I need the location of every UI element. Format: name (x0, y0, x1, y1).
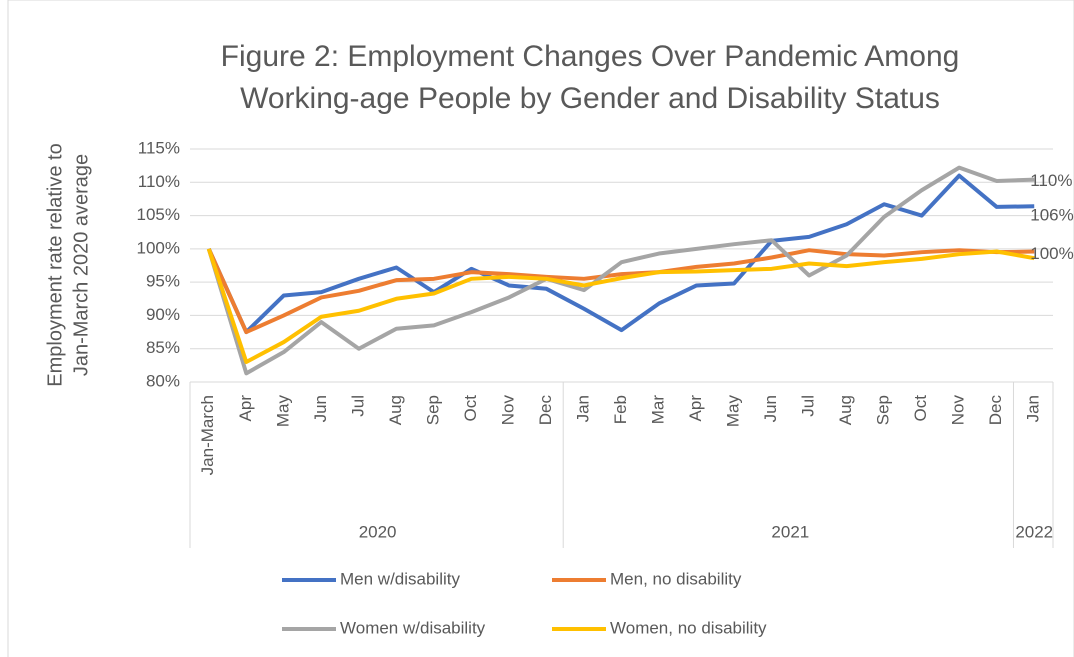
y-tick-label: 100% (137, 238, 180, 257)
x-tick-label: Aug (836, 395, 855, 425)
x-tick-label: Jul (348, 395, 367, 417)
x-tick-label: Jun (761, 395, 780, 422)
chart-frame (7, 0, 1074, 657)
x-tick-label: Sep (874, 395, 893, 425)
legend-label: Men, no disability (610, 569, 742, 588)
x-tick-label: Mar (649, 395, 668, 425)
series-line (206, 248, 1035, 365)
chart-title: Figure 2: Employment Changes Over Pandem… (221, 40, 960, 73)
x-tick-label: Sep (423, 395, 442, 425)
data-label: 110% (1030, 171, 1072, 190)
x-tick-label: Nov (498, 395, 517, 426)
x-tick-label: Jun (311, 395, 330, 422)
y-tick-label: 115% (138, 138, 180, 157)
x-tick-label: Apr (686, 395, 705, 422)
x-tick-label: Jul (799, 395, 818, 417)
y-tick-label: 105% (137, 205, 180, 224)
x-tick-label: Oct (911, 395, 930, 422)
legend-label: Women w/disability (340, 618, 486, 637)
x-tick-label: Apr (236, 395, 255, 422)
x-group-label: 2022 (1015, 522, 1053, 541)
chart-title: Working-age People by Gender and Disabil… (240, 82, 940, 115)
y-tick-label: 110% (138, 172, 180, 191)
x-tick-label: Aug (386, 395, 405, 425)
x-tick-label: Oct (461, 395, 480, 422)
series-line (206, 248, 1035, 335)
x-tick-label: Jan (1024, 395, 1043, 422)
y-axis-title: Jan-March 2020 average (70, 154, 92, 376)
data-label: 100% (1030, 244, 1073, 263)
x-group-label: 2021 (771, 522, 809, 541)
legend-label: Women, no disability (610, 618, 767, 637)
series-line (206, 165, 1035, 376)
x-tick-label: Nov (949, 395, 968, 426)
x-tick-label: May (724, 395, 743, 428)
x-tick-label: Jan (573, 395, 592, 422)
x-tick-label: May (273, 395, 292, 428)
y-tick-label: 90% (146, 305, 180, 324)
x-group-label: 2020 (359, 522, 397, 541)
x-tick-label: Feb (611, 395, 630, 424)
x-tick-label: Dec (986, 395, 1005, 426)
x-tick-label: Jan-March (198, 395, 217, 475)
y-tick-label: 80% (146, 371, 180, 390)
legend-label: Men w/disability (340, 569, 460, 588)
y-tick-label: 95% (146, 272, 180, 291)
x-tick-label: Dec (536, 395, 555, 426)
y-axis-title: Employment rate relative to (44, 143, 66, 386)
y-tick-label: 85% (146, 338, 180, 357)
data-label: 106% (1030, 206, 1073, 225)
